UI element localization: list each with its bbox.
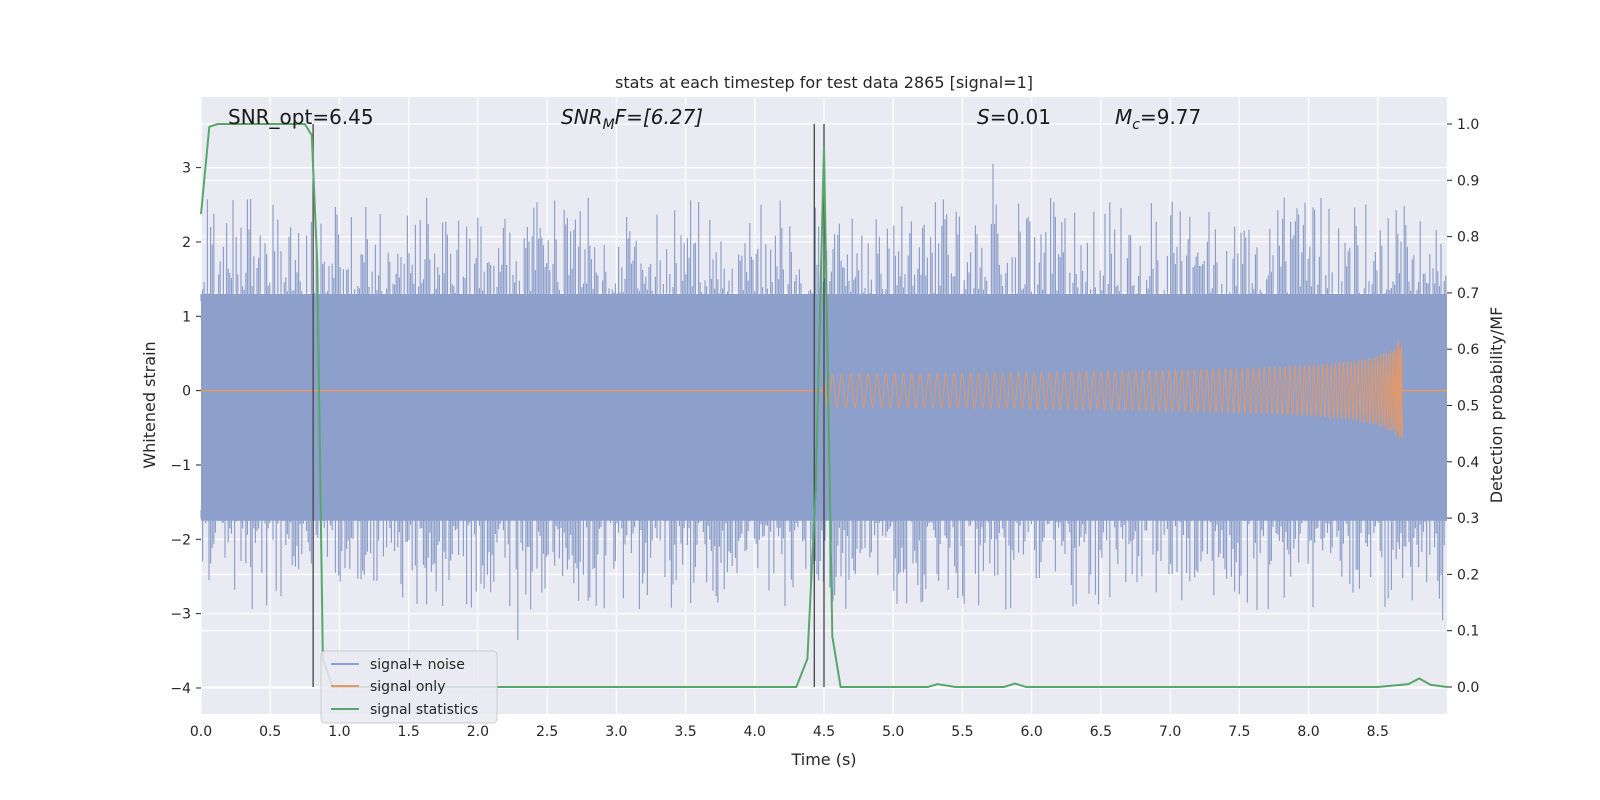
y-right-tick-label: 0.5 xyxy=(1457,399,1479,415)
y-left-tick-label: −3 xyxy=(170,607,191,623)
x-axis-ticks: 0.0 0.5 1.0 1.5 2.0 2.5 3.0 3.5 4.0 4.5 5.0 5.5 6.0 6… xyxy=(190,724,1389,740)
y-axis-right-label: Detection probability/MF xyxy=(1487,307,1506,504)
y-left-tick-label: 0 xyxy=(182,384,191,400)
signal-statistics-series xyxy=(200,123,1448,688)
x-tick-label: 1.5 xyxy=(398,724,420,740)
x-tick-label: 1.0 xyxy=(328,724,350,740)
x-tick-label: 3.0 xyxy=(605,724,627,740)
signal-statistics-line xyxy=(200,123,1448,688)
vertical-markers xyxy=(312,124,825,687)
y-right-tick-label: 0.9 xyxy=(1457,173,1479,189)
x-tick-label: 6.0 xyxy=(1021,724,1043,740)
x-tick-label: 2.0 xyxy=(467,724,489,740)
x-tick-label: 3.5 xyxy=(674,724,696,740)
y-left-tick-label: 3 xyxy=(182,161,191,177)
annotation-s: S=0.01 xyxy=(977,105,1051,129)
noise-lower-spikes xyxy=(200,509,1447,640)
x-tick-label: 7.5 xyxy=(1228,724,1250,740)
y-left-tick-label: −1 xyxy=(170,458,191,474)
annotation-mc: Mc=9.77 xyxy=(1115,105,1201,133)
y-left-tick-label: −4 xyxy=(170,681,191,697)
y-right-tick-label: 1.0 xyxy=(1457,117,1479,133)
y-right-tick-label: 0.7 xyxy=(1457,286,1479,302)
y-left-tick-label: 2 xyxy=(182,235,191,251)
annotation-snr-mf: SNRMF=[6.27] xyxy=(561,105,703,133)
y-right-tick-label: 0.0 xyxy=(1457,680,1479,696)
x-tick-label: 2.5 xyxy=(536,724,558,740)
y-right-tick-label: 0.3 xyxy=(1457,511,1479,527)
legend-box xyxy=(320,650,498,724)
noise-upper-spikes xyxy=(200,163,1447,302)
y-right-tick-label: 0.8 xyxy=(1457,230,1479,246)
y-left-tick-label: 1 xyxy=(182,309,191,325)
y-right-tick-label: 0.2 xyxy=(1457,567,1479,583)
legend-label-signal-noise: signal+ noise xyxy=(370,657,465,673)
x-tick-label: 4.0 xyxy=(744,724,766,740)
signal-only-series xyxy=(201,339,1447,440)
y-right-tick-label: 0.4 xyxy=(1457,455,1479,471)
y-axis-right-ticks: 1.0 0.9 0.8 0.7 0.6 0.5 0.4 0.3 0.2 0.1 0.0 xyxy=(1447,117,1479,696)
x-axis-label: Time (s) xyxy=(790,750,856,769)
y-right-tick-label: 0.6 xyxy=(1457,342,1479,358)
x-tick-label: 7.0 xyxy=(1159,724,1181,740)
signal-only-chirp xyxy=(823,339,1403,440)
x-tick-label: 5.5 xyxy=(951,724,973,740)
y-axis-left-label: Whitened strain xyxy=(140,341,159,468)
x-tick-label: 6.5 xyxy=(1090,724,1112,740)
x-tick-label: 5.0 xyxy=(882,724,904,740)
legend: signal+ noise signal only signal statist… xyxy=(320,650,498,724)
x-tick-label: 8.5 xyxy=(1367,724,1389,740)
x-tick-label: 0.0 xyxy=(190,724,212,740)
chart-title: stats at each timestep for test data 286… xyxy=(615,73,1033,92)
legend-label-signal-only: signal only xyxy=(370,679,445,695)
x-tick-label: 8.0 xyxy=(1297,724,1319,740)
y-axis-left-ticks: 3 2 1 0 −1 −2 −3 −4 xyxy=(170,161,201,697)
y-right-tick-label: 0.1 xyxy=(1457,624,1479,640)
x-tick-label: 4.5 xyxy=(813,724,835,740)
y-left-tick-label: −2 xyxy=(170,532,191,548)
legend-label-signal-statistics: signal statistics xyxy=(370,702,478,718)
x-tick-label: 0.5 xyxy=(259,724,281,740)
annotation-snr-opt: SNR_opt=6.45 xyxy=(228,105,374,129)
